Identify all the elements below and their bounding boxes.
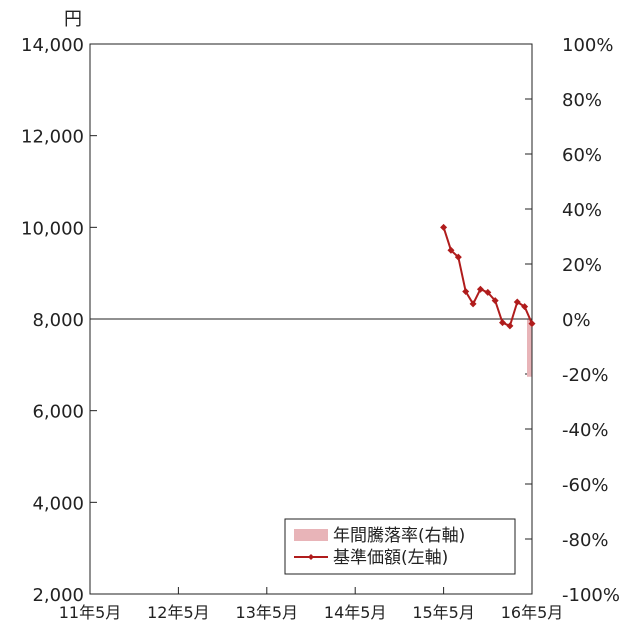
x-tick-label: 15年5月 bbox=[412, 603, 475, 622]
x-tick-label: 13年5月 bbox=[236, 603, 299, 622]
right-tick-label: -20% bbox=[562, 365, 609, 386]
nav-point bbox=[484, 288, 492, 296]
right-tick-label: -80% bbox=[562, 530, 609, 551]
nav-point bbox=[513, 298, 521, 306]
legend: 年間騰落率(右軸) 基準価額(左軸) bbox=[284, 518, 516, 575]
left-tick-label: 6,000 bbox=[32, 402, 84, 423]
right-tick-label: -100% bbox=[562, 585, 620, 606]
right-tick-label: 80% bbox=[562, 90, 602, 111]
x-tick-label: 14年5月 bbox=[324, 603, 387, 622]
right-tick-label: 100% bbox=[562, 35, 613, 56]
x-axis: 11年5月 12年5月 13年5月 14年5月 15年5月 16年5月 bbox=[59, 587, 564, 622]
line-series bbox=[440, 223, 536, 330]
nav-point bbox=[476, 285, 484, 293]
right-tick-label: 0% bbox=[562, 310, 591, 331]
nav-point bbox=[469, 300, 477, 308]
left-tick-label: 4,000 bbox=[32, 493, 84, 514]
right-tick-label: 60% bbox=[562, 145, 602, 166]
right-tick-label: -40% bbox=[562, 420, 609, 441]
right-tick-label: 20% bbox=[562, 255, 602, 276]
x-tick-label: 16年5月 bbox=[501, 603, 564, 622]
nav-point bbox=[506, 322, 514, 330]
right-tick-label: -60% bbox=[562, 475, 609, 496]
annual-return-bar bbox=[527, 319, 532, 377]
nav-point bbox=[447, 246, 455, 254]
legend-swatch-bar bbox=[294, 529, 328, 541]
nav-point bbox=[454, 253, 462, 261]
legend-swatch-marker bbox=[308, 554, 314, 560]
left-axis-unit: 円 bbox=[64, 9, 82, 30]
bar-series bbox=[527, 319, 532, 377]
left-tick-label: 8,000 bbox=[32, 310, 84, 331]
legend-label-line: 基準価額(左軸) bbox=[333, 548, 448, 568]
x-tick-label: 12年5月 bbox=[147, 603, 210, 622]
nav-line bbox=[442, 226, 533, 328]
left-tick-label: 10,000 bbox=[21, 218, 84, 239]
legend-label-bar: 年間騰落率(右軸) bbox=[333, 526, 465, 546]
x-tick-label: 11年5月 bbox=[59, 603, 122, 622]
left-axis: 2,000 4,000 6,000 8,000 10,000 12,000 14,000 bbox=[21, 35, 97, 606]
left-tick-label: 14,000 bbox=[21, 35, 84, 56]
nav-point bbox=[528, 320, 536, 328]
left-tick-label: 12,000 bbox=[21, 127, 84, 148]
nav-point bbox=[521, 303, 529, 311]
legend-box bbox=[284, 518, 516, 575]
plot-frame bbox=[89, 43, 533, 595]
right-axis: -100% -80% -60% -40% -20% 0% 20% 40% 60% 80% 100% bbox=[525, 35, 620, 606]
right-tick-label: 40% bbox=[562, 200, 602, 221]
nav-point bbox=[491, 297, 499, 305]
left-tick-label: 2,000 bbox=[32, 585, 84, 606]
nav-point bbox=[440, 223, 448, 231]
nav-point bbox=[462, 288, 470, 295]
nav-point bbox=[499, 319, 507, 327]
